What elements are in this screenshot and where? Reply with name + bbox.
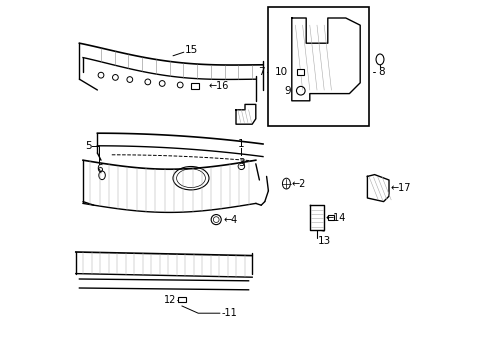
Text: ←2: ←2 bbox=[291, 179, 305, 189]
Text: -11: -11 bbox=[221, 308, 237, 318]
Text: 5: 5 bbox=[85, 141, 92, 151]
Ellipse shape bbox=[173, 166, 209, 190]
Text: 13: 13 bbox=[318, 236, 331, 246]
Bar bbox=[269, 7, 369, 126]
Ellipse shape bbox=[376, 54, 384, 65]
Text: 9: 9 bbox=[285, 86, 291, 96]
Text: 10: 10 bbox=[274, 67, 288, 77]
Ellipse shape bbox=[99, 171, 105, 180]
Text: ←14: ←14 bbox=[326, 213, 346, 223]
Bar bbox=[328, 215, 334, 220]
Text: ←4: ←4 bbox=[223, 215, 238, 225]
Bar bbox=[178, 297, 186, 302]
Ellipse shape bbox=[176, 169, 205, 188]
Bar bbox=[297, 69, 304, 75]
Bar bbox=[191, 83, 199, 89]
Text: ←17: ←17 bbox=[391, 183, 411, 193]
Text: 6: 6 bbox=[96, 164, 102, 174]
Text: 8: 8 bbox=[378, 67, 385, 77]
Ellipse shape bbox=[282, 178, 291, 189]
Text: 12: 12 bbox=[164, 294, 176, 305]
Text: ←16: ←16 bbox=[209, 81, 229, 91]
Text: 1: 1 bbox=[238, 139, 245, 149]
Text: 3: 3 bbox=[238, 158, 245, 168]
Text: 15: 15 bbox=[184, 45, 197, 55]
Text: 7: 7 bbox=[258, 67, 265, 77]
